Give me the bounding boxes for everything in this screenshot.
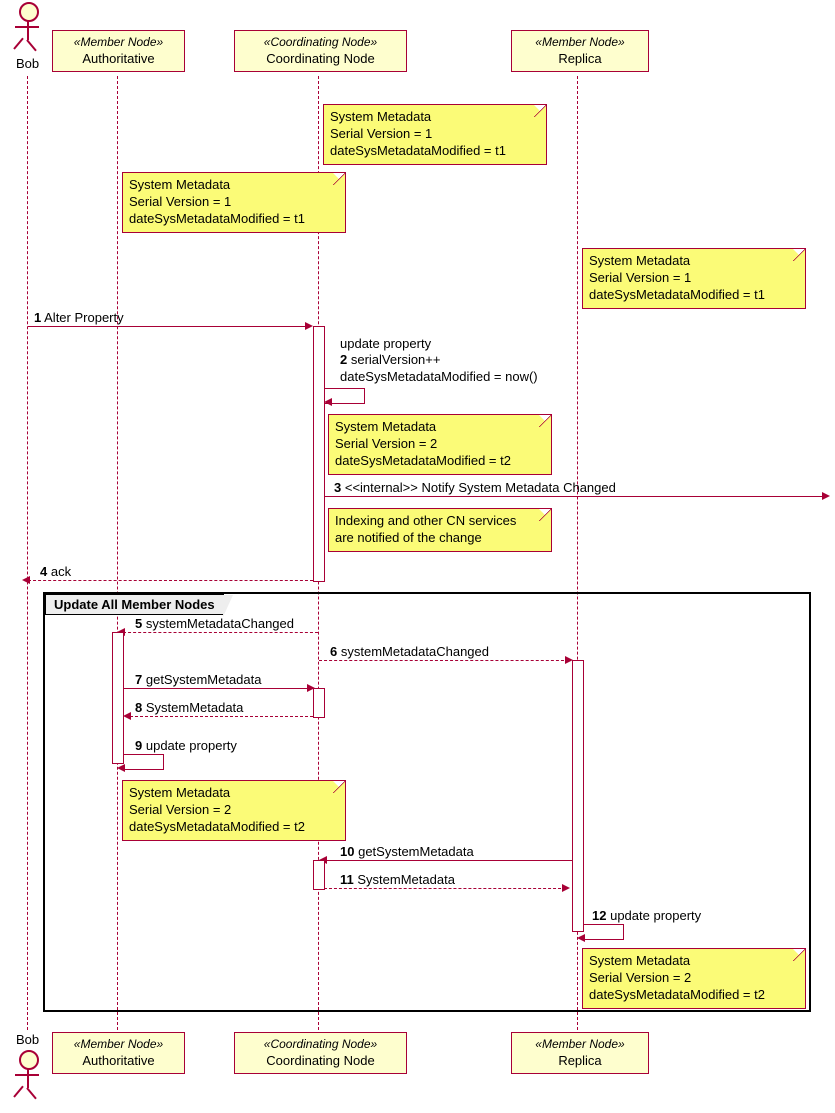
note-cn-initial: System MetadataSerial Version = 1dateSys… (323, 104, 547, 165)
msg4-label: 4 ack (40, 564, 71, 579)
msg3-label: 3 <<internal>> Notify System Metadata Ch… (334, 480, 616, 495)
note-auth-after: System MetadataSerial Version = 2dateSys… (122, 780, 346, 841)
note-cn-notify: Indexing and other CN servicesare notifi… (328, 508, 552, 552)
actor-bob-label-bottom: Bob (16, 1032, 39, 1047)
activation-cn-main (313, 326, 325, 582)
msg2-head (324, 398, 332, 406)
msg4-head (22, 576, 30, 584)
msg1-label: 1 Alter Property (34, 310, 124, 325)
msg12-head (577, 934, 585, 942)
msg9-head (117, 764, 125, 772)
msg12-label: 12 update property (592, 908, 701, 923)
msg8-label: 8 SystemMetadata (135, 700, 243, 715)
msg5-arrow (123, 632, 318, 633)
msg5-label: 5 systemMetadataChanged (135, 616, 294, 631)
participant-rep-bottom: «Member Node» Replica (511, 1032, 649, 1074)
lifeline-actor (27, 76, 28, 1030)
msg3-arrow (324, 496, 824, 497)
msg7-arrow (123, 688, 311, 689)
participant-cn-bottom: «Coordinating Node» Coordinating Node (234, 1032, 407, 1074)
actor-bob-bottom (12, 1050, 42, 1110)
msg11-label: 11 SystemMetadata (340, 872, 455, 887)
msg11-arrow (324, 888, 566, 889)
msg1-arrow (28, 326, 308, 327)
note-auth-initial-text: System MetadataSerial Version = 1dateSys… (129, 177, 305, 226)
activation-rep (572, 660, 584, 932)
msg12-loop (583, 924, 624, 940)
participant-cn-stereo: «Coordinating Node» (243, 35, 398, 51)
msg3-head (822, 492, 830, 500)
msg9-loop (123, 754, 164, 770)
participant-cn-top: «Coordinating Node» Coordinating Node (234, 30, 407, 72)
note-rep-initial-text: System MetadataSerial Version = 1dateSys… (589, 253, 765, 302)
msg1-head (305, 322, 313, 330)
msg6-label: 6 systemMetadataChanged (330, 644, 489, 659)
participant-auth-stereo: «Member Node» (61, 35, 176, 51)
activation-auth (112, 632, 124, 764)
activation-cn-10 (313, 860, 325, 890)
note-auth-initial: System MetadataSerial Version = 1dateSys… (122, 172, 346, 233)
participant-cn-name: Coordinating Node (243, 51, 398, 68)
actor-bob-label-top: Bob (16, 56, 39, 71)
msg10-arrow (325, 860, 572, 861)
note-rep-after: System MetadataSerial Version = 2dateSys… (582, 948, 806, 1009)
msg8-arrow (130, 716, 313, 717)
msg10-label: 10 getSystemMetadata (340, 844, 474, 859)
note-cn-after: System MetadataSerial Version = 2dateSys… (328, 414, 552, 475)
msg9-label: 9 update property (135, 738, 237, 753)
note-rep-initial: System MetadataSerial Version = 1dateSys… (582, 248, 806, 309)
participant-authoritative-bottom: «Member Node» Authoritative (52, 1032, 185, 1074)
activation-cn-7 (313, 688, 325, 718)
participant-rep-stereo: «Member Node» (520, 35, 640, 51)
msg6-arrow (319, 660, 569, 661)
participant-rep-top: «Member Node» Replica (511, 30, 649, 72)
msg4-arrow (28, 580, 313, 581)
msg7-label: 7 getSystemMetadata (135, 672, 261, 687)
group-tab: Update All Member Nodes (45, 594, 224, 615)
participant-rep-name: Replica (520, 51, 640, 68)
participant-authoritative-top: «Member Node» Authoritative (52, 30, 185, 72)
participant-auth-name: Authoritative (61, 51, 176, 68)
msg11-head (562, 884, 570, 892)
note-cn-initial-text: System MetadataSerial Version = 1dateSys… (330, 109, 506, 158)
msg2-label: update property 2 serialVersion++ dateSy… (340, 336, 538, 385)
actor-bob-top (12, 2, 42, 62)
msg8-head (123, 712, 131, 720)
